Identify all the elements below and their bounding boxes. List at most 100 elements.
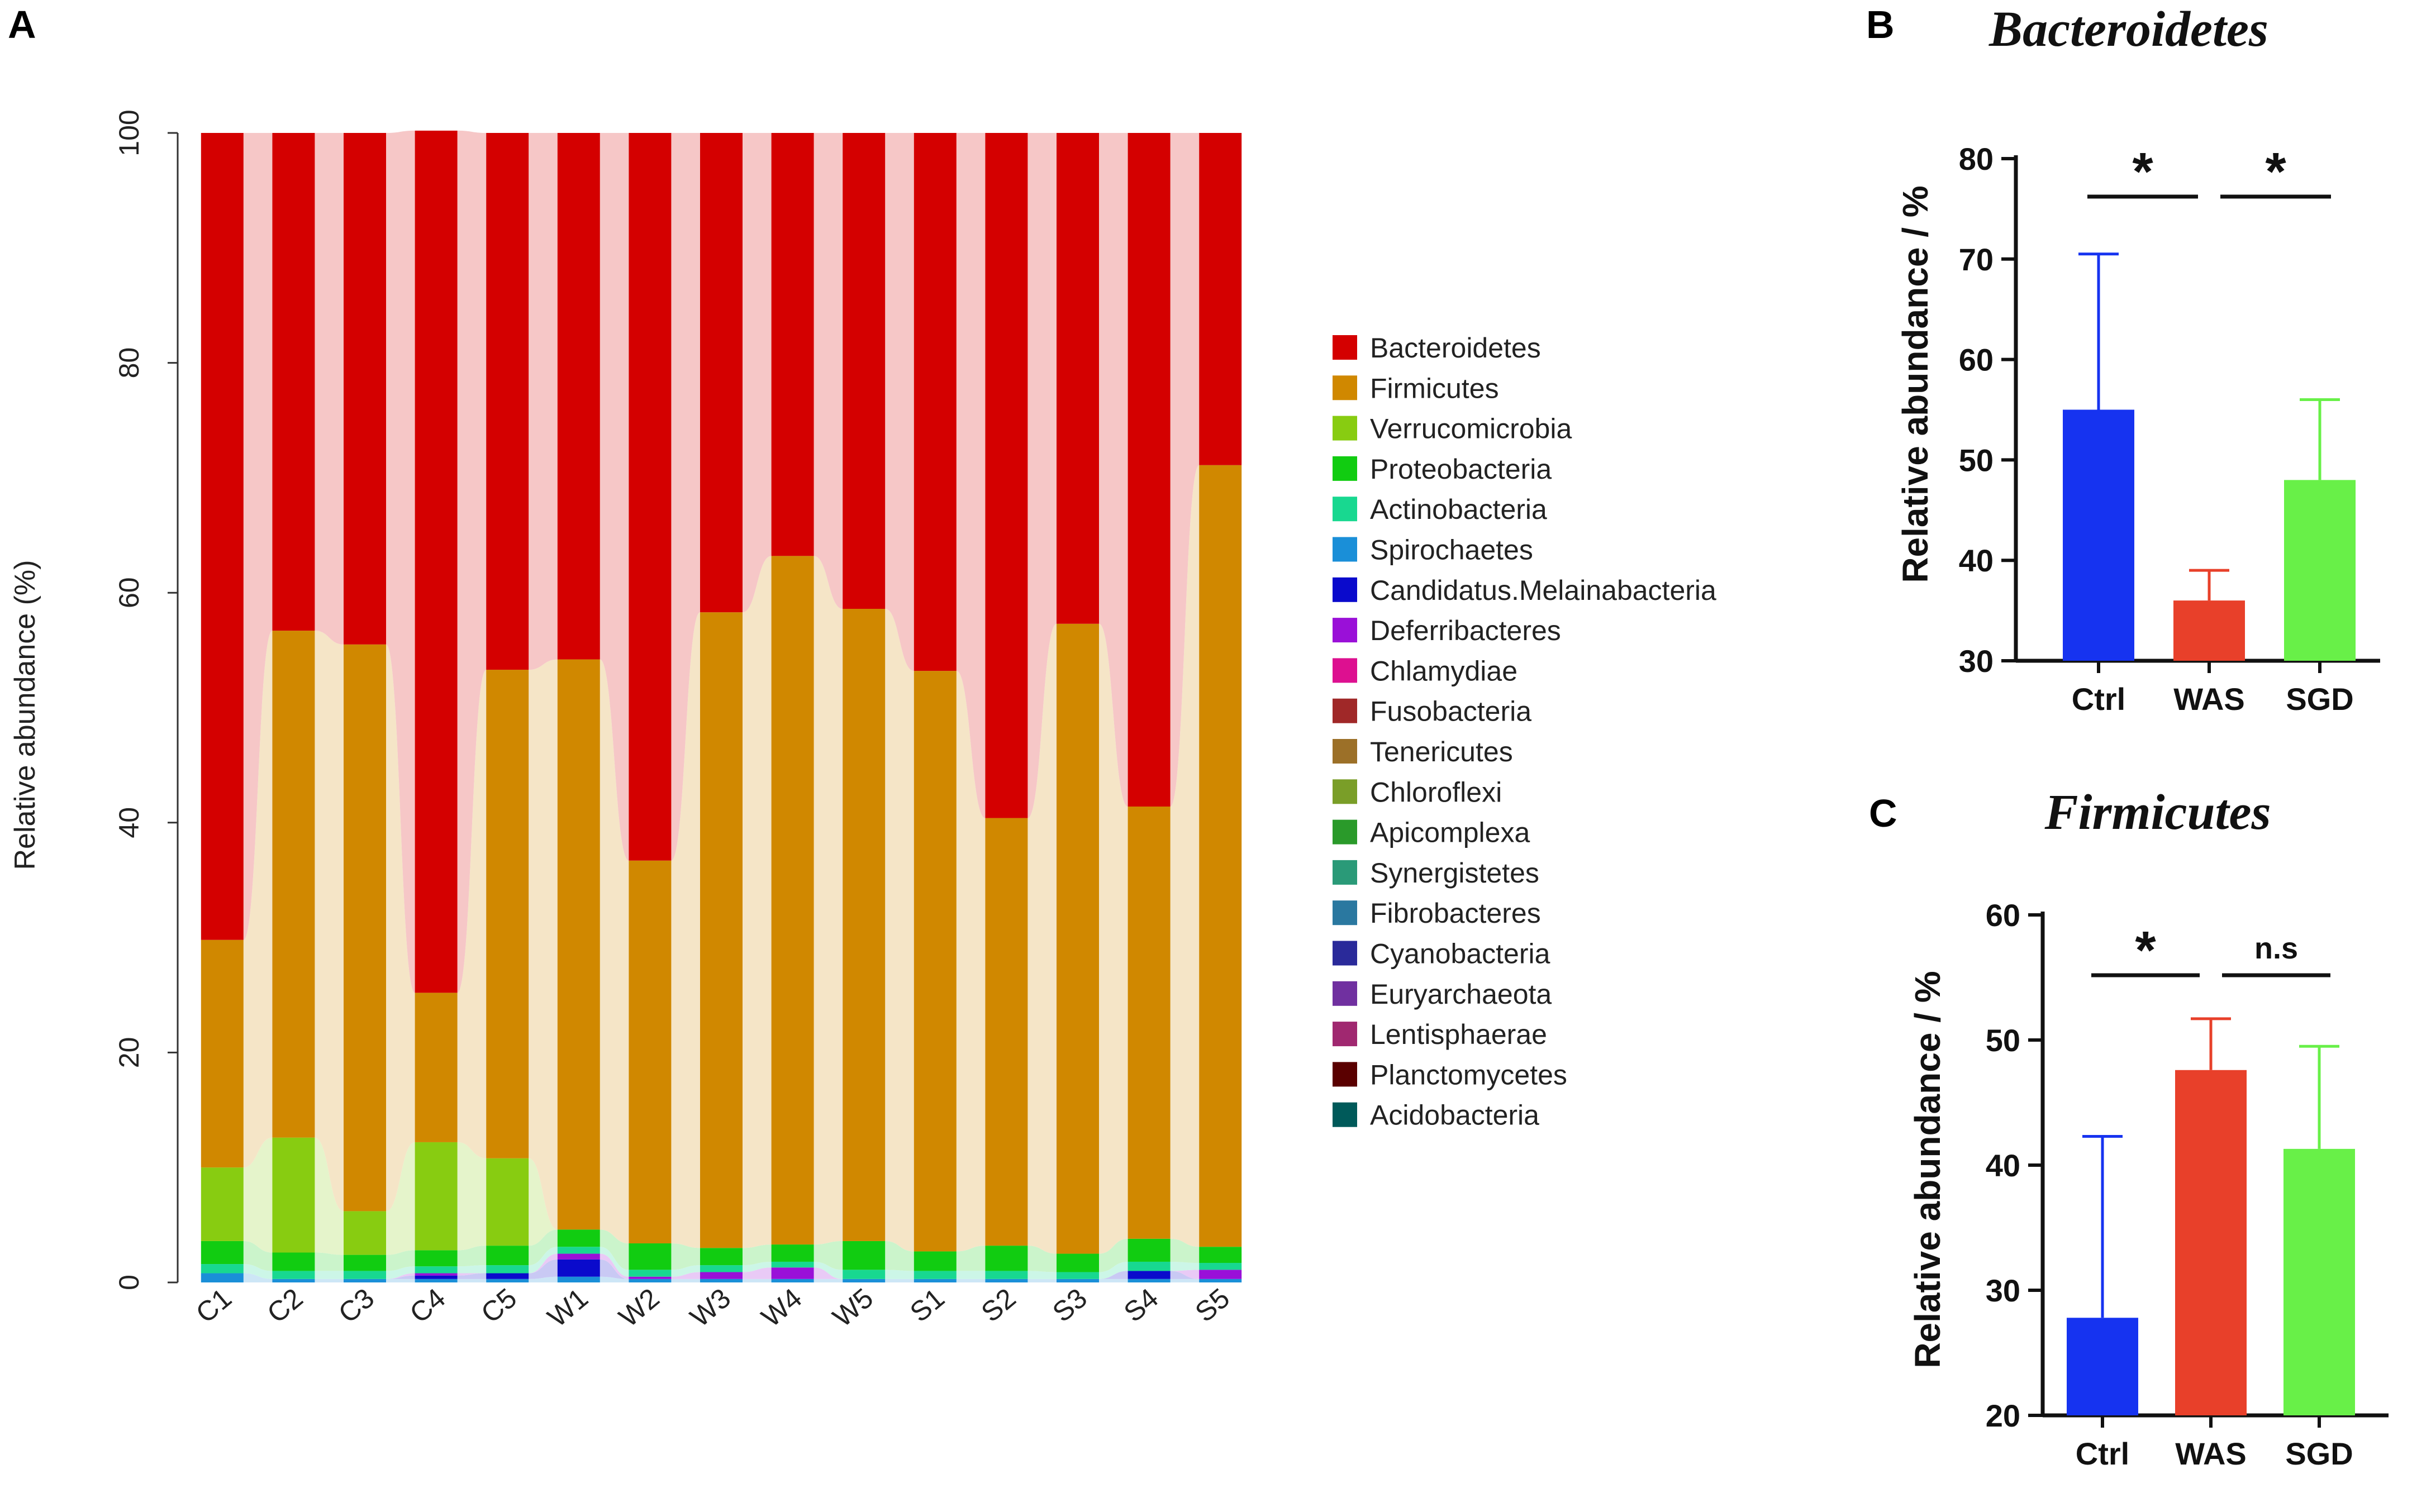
x-tick-label: Ctrl (2072, 681, 2125, 717)
flow-band-spirochaetes (315, 1279, 344, 1282)
bar-segment-proteobacteria (1199, 1247, 1242, 1263)
bar-segment-spirochaetes (486, 1279, 529, 1282)
flow-band-verrucomicrobia (315, 1137, 344, 1255)
legend-swatch (1333, 981, 1357, 1006)
bar-segment-candidatus-melainabacteria (486, 1273, 529, 1279)
flow-band-spirochaetes (813, 1279, 843, 1282)
legend-swatch (1333, 335, 1357, 360)
flow-band-spirochaetes (1027, 1279, 1057, 1282)
bar-segment-actinobacteria (415, 1266, 458, 1273)
chart-title: Firmicutes (2044, 785, 2271, 840)
x-tick-label: S5 (1189, 1282, 1235, 1328)
legend-swatch (1333, 739, 1357, 764)
legend-label: Lentisphaerae (1370, 1019, 1547, 1050)
panel-a-letter: A (8, 3, 36, 46)
x-tick-label: S1 (904, 1282, 950, 1328)
legend-label: Euryarchaeota (1370, 979, 1552, 1010)
bar-segment-bacteroidetes (1199, 133, 1242, 465)
significance-label: * (2265, 142, 2286, 202)
x-tick-label: SGD (2285, 1436, 2353, 1471)
flow-band-spirochaetes (600, 1276, 629, 1282)
legend-swatch (1333, 375, 1357, 400)
bar-segment-proteobacteria (557, 1229, 600, 1247)
x-tick-label: C3 (332, 1282, 380, 1329)
bar-segment-deferribacteres (629, 1276, 672, 1279)
bar-segment-bacteroidetes (201, 133, 244, 940)
y-tick-label: 40 (1959, 543, 1994, 578)
bar-segment-firmicutes (201, 939, 244, 1168)
bar-segment-spirochaetes (843, 1279, 886, 1282)
legend-swatch (1333, 698, 1357, 723)
flow-band-actinobacteria (743, 1261, 772, 1272)
bar-segment-firmicutes (415, 993, 458, 1142)
x-tick-label: W5 (827, 1282, 879, 1333)
bar-segment-verrucomicrobia (486, 1158, 529, 1246)
bar-segment-proteobacteria (1057, 1253, 1099, 1272)
x-tick-label: C1 (190, 1282, 237, 1329)
flow-band-proteobacteria (457, 1246, 487, 1267)
bar-segment-spirochaetes (415, 1279, 458, 1282)
bar-ctrl (2063, 409, 2134, 661)
bar-segment-deferribacteres (771, 1267, 814, 1279)
legend-label: Firmicutes (1370, 373, 1499, 404)
bar-segment-firmicutes (1199, 465, 1242, 1247)
flow-band-verrucomicrobia (243, 1137, 273, 1253)
bar-segment-bacteroidetes (415, 130, 458, 993)
bar-segment-spirochaetes (771, 1279, 814, 1282)
bar-segment-actinobacteria (272, 1271, 315, 1279)
x-tick-label: WAS (2173, 681, 2245, 717)
bar-was (2175, 1070, 2247, 1415)
y-tick-label: 100 (113, 109, 145, 156)
bar-segment-proteobacteria (771, 1244, 814, 1262)
bar-segment-firmicutes (344, 644, 386, 1211)
flow-band-spirochaetes (457, 1279, 487, 1282)
y-tick-label: 60 (1959, 342, 1994, 378)
flow-band-deferribacteres (671, 1272, 700, 1279)
legend-label: Tenericutes (1370, 736, 1513, 767)
y-tick-label: 40 (113, 807, 145, 838)
flow-band-proteobacteria (1099, 1238, 1128, 1272)
y-tick-label: 20 (1986, 1398, 2020, 1433)
flow-band-deferribacteres (813, 1267, 843, 1279)
bar-segment-spirochaetes (914, 1279, 957, 1282)
bar-segment-bacteroidetes (771, 133, 814, 556)
flow-band-bacteroidetes (600, 133, 629, 861)
significance-label: n.s (2254, 932, 2298, 965)
flow-band-candidatus-melainabacteria (457, 1273, 487, 1279)
flow-band-actinobacteria (813, 1261, 843, 1279)
flow-band-spirochaetes (243, 1273, 273, 1282)
y-tick-label: 50 (1986, 1023, 2020, 1058)
y-tick-label: 40 (1986, 1148, 2020, 1183)
legend-swatch (1333, 537, 1357, 562)
bar-segment-bacteroidetes (914, 133, 957, 671)
bar-segment-proteobacteria (700, 1248, 743, 1266)
bar-segment-actinobacteria (557, 1247, 600, 1254)
legend-swatch (1333, 779, 1357, 804)
legend-label: Planctomycetes (1370, 1059, 1567, 1090)
bar-segment-proteobacteria (843, 1241, 886, 1270)
x-tick-label: SGD (2286, 681, 2353, 717)
legend-swatch (1333, 497, 1357, 522)
x-tick-label: C5 (475, 1282, 522, 1329)
flow-band-proteobacteria (1170, 1238, 1200, 1263)
x-tick-label: C2 (261, 1282, 309, 1329)
bar-segment-firmicutes (985, 818, 1028, 1246)
significance-label: * (2132, 142, 2153, 202)
x-tick-label: W2 (613, 1282, 665, 1333)
bar-segment-actinobacteria (629, 1270, 672, 1277)
flow-band-actinobacteria (457, 1265, 487, 1273)
flow-band-actinobacteria (956, 1271, 986, 1279)
bar-segment-spirochaetes (201, 1273, 244, 1282)
bar-segment-verrucomicrobia (415, 1142, 458, 1251)
bar-segment-firmicutes (771, 556, 814, 1245)
legend-label: Chloroflexi (1370, 776, 1502, 808)
bar-segment-actinobacteria (1199, 1263, 1242, 1270)
y-tick-label: 60 (1986, 898, 2020, 933)
bar-segment-spirochaetes (1199, 1279, 1242, 1282)
bar-segment-spirochaetes (629, 1279, 672, 1282)
stacked-composition-chart: 0 20 40 60 80 100 C1 C2 C3 C4 C5 W1 W2 W3 W4 W5 S1 S2 S3 S… (9, 109, 1242, 1333)
x-axis-ticks: C1 C2 C3 C4 C5 W1 W2 W3 W4 W5 S1 S2 S3 S4 S5 (190, 1282, 1235, 1333)
bar-segment-proteobacteria (344, 1255, 386, 1271)
flow-band-spirochaetes (1099, 1279, 1128, 1282)
